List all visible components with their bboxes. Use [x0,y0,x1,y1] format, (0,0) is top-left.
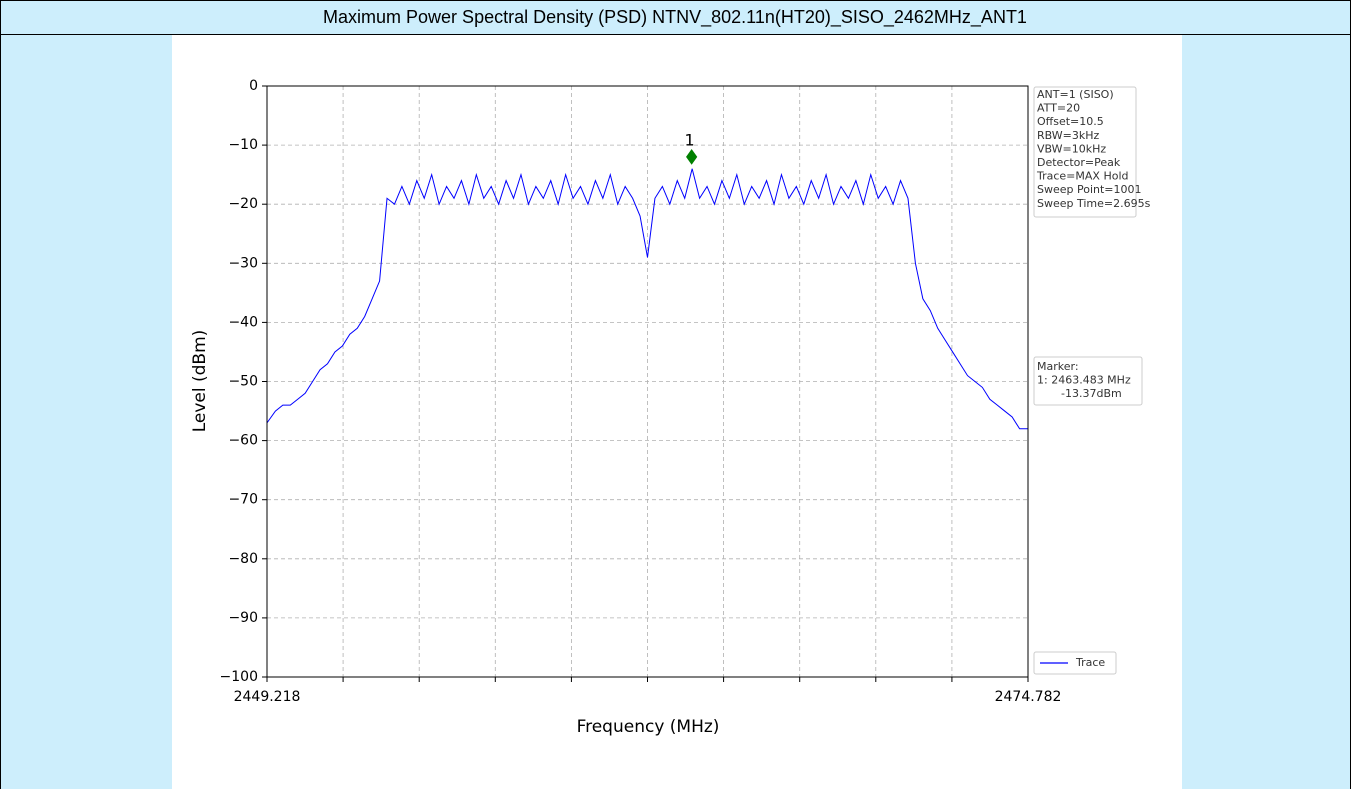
x-axis-label: Frequency (MHz) [577,717,720,737]
y-tick-label: −30 [228,255,258,271]
x-tick-label: 2474.782 [995,689,1062,705]
y-tick-label: −20 [228,196,258,212]
info-line: Offset=10.5 [1037,115,1104,128]
info-line: ATT=20 [1037,102,1080,115]
panel [172,34,1182,789]
info-line: Sweep Time=2.695s [1037,197,1151,210]
info-line: Detector=Peak [1037,156,1121,169]
marker-info-line: Marker: [1037,360,1079,373]
trace-line [266,168,1028,430]
marker-box [1033,356,1143,406]
page-title: Maximum Power Spectral Density (PSD) NTN… [323,7,1027,28]
y-tick-label: −70 [228,492,258,508]
y-tick-label: −60 [228,433,258,449]
info-line: VBW=10kHz [1037,142,1106,155]
y-tick-label: −80 [228,551,258,567]
y-tick-label: −90 [228,610,258,626]
plot-frame [266,85,1029,678]
info-line: RBW=3kHz [1037,129,1100,142]
marker-info-line: -13.37dBm [1061,387,1122,400]
info-line: Trace=MAX Hold [1036,170,1129,183]
legend-label: Trace [1075,656,1105,669]
info-line: Sweep Point=1001 [1037,183,1142,196]
marker-point [686,149,698,165]
marker-label: 1 [685,130,695,149]
y-tick-label: −100 [220,669,258,685]
x-tick-label: 2449.218 [234,689,301,705]
y-tick-label: −50 [228,374,258,390]
marker-info-line: 1: 2463.483 MHz [1037,374,1131,387]
info-line: ANT=1 (SISO) [1037,88,1114,101]
y-axis-label: Level (dBm) [190,330,210,433]
info-box [1033,86,1137,218]
y-tick-label: −40 [228,314,258,330]
title-bar [0,0,1351,35]
y-tick-label: −10 [228,137,258,153]
y-tick-label: 0 [249,78,258,94]
legend-box [1033,651,1117,675]
